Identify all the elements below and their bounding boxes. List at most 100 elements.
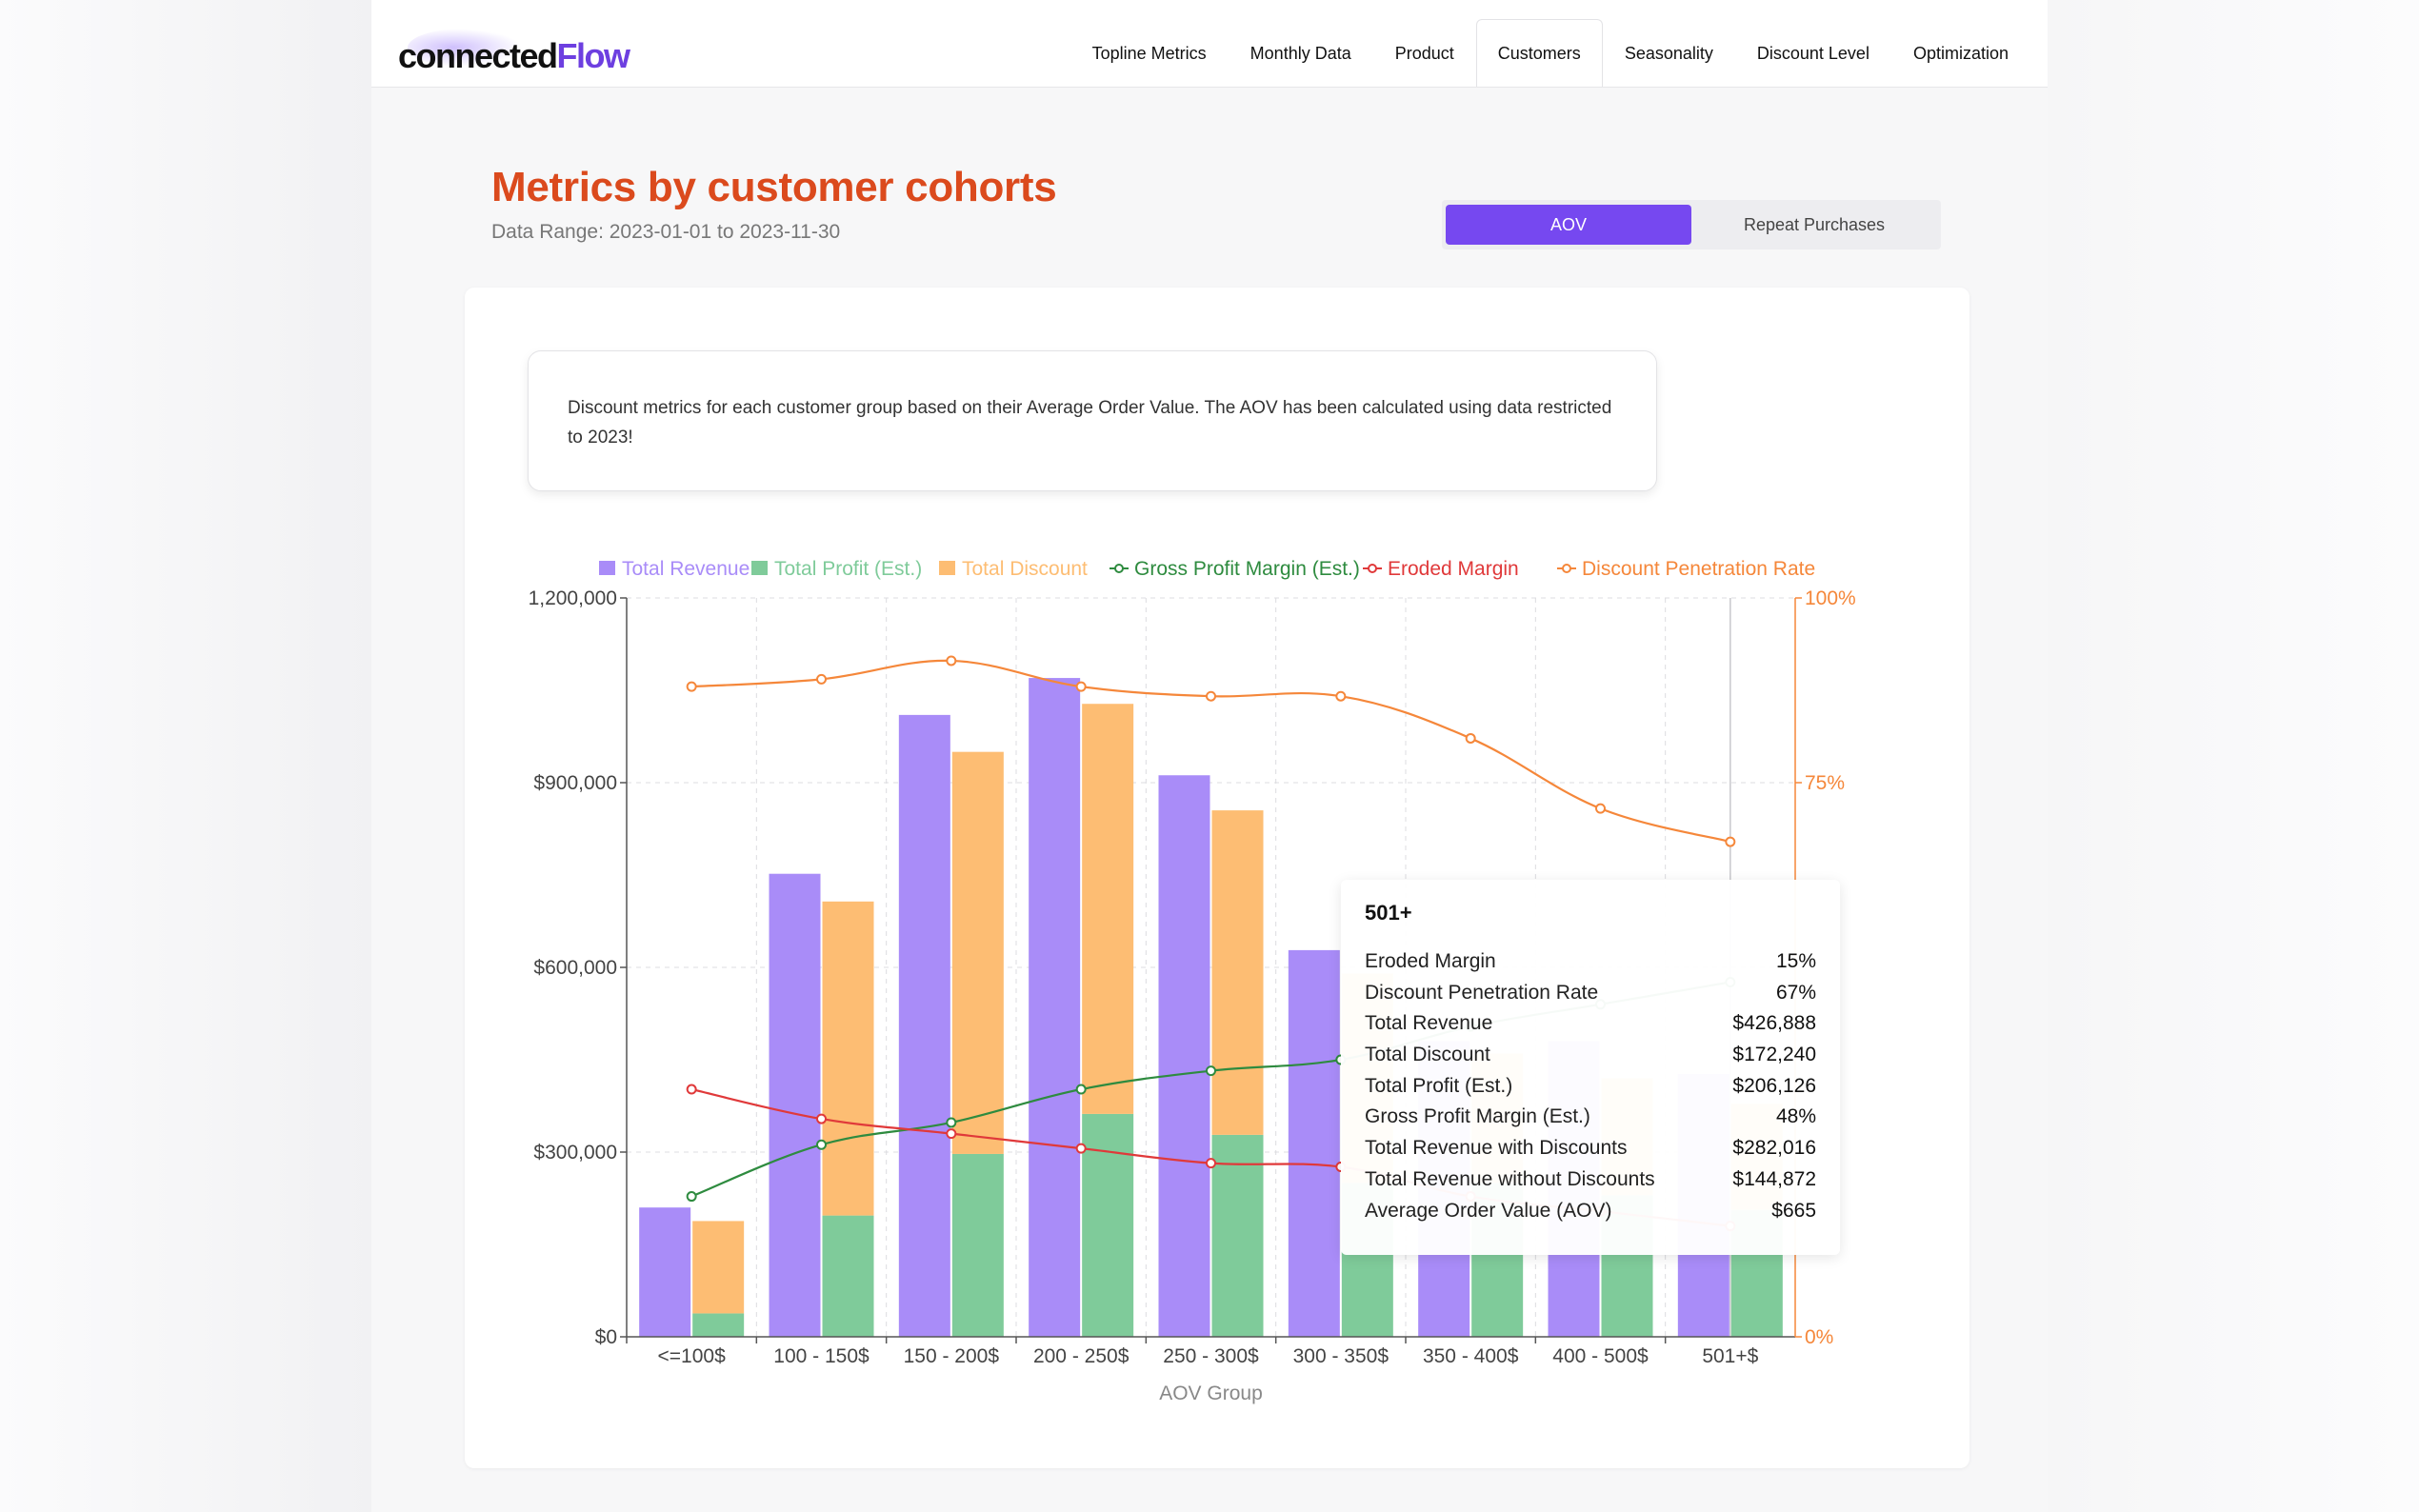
tooltip-row: Gross Profit Margin (Est.) 48%: [1365, 1105, 1816, 1137]
legend-label: Total Discount: [962, 558, 1088, 580]
tooltip-row-value: $206,126: [1732, 1074, 1816, 1097]
tooltip-row: Total Profit (Est.) $206,126: [1365, 1075, 1816, 1106]
line-eroded-margin-point: [1075, 1143, 1087, 1154]
tooltip-row-label: Gross Profit Margin (Est.): [1365, 1105, 1590, 1128]
line-eroded-margin-point: [686, 1084, 697, 1095]
y-left-tick-label: 1,200,000: [529, 587, 617, 609]
line-discount-penetration-rate: [691, 659, 1731, 844]
line-gross-profit-margin-point: [1206, 1065, 1216, 1077]
line-discount-penetration-rate-point: [1206, 690, 1216, 702]
bar-total-discount: [822, 901, 874, 1216]
tooltip-row: Total Revenue $426,888: [1365, 1012, 1816, 1044]
bar-total-revenue: [1158, 775, 1210, 1337]
tab-optimization[interactable]: Optimization: [1912, 44, 2009, 63]
info-note: Discount metrics for each customer group…: [528, 350, 1657, 491]
legend-swatch: [939, 561, 955, 575]
tooltip-row: Total Discount $172,240: [1365, 1044, 1816, 1075]
y-right-tick-label: 75%: [1805, 772, 1845, 794]
line-discount-penetration-rate-point: [1075, 681, 1087, 692]
tab-monthly-data[interactable]: Monthly Data: [1249, 44, 1351, 63]
tooltip-row-value: 48%: [1775, 1105, 1816, 1128]
bar-total-revenue: [1288, 949, 1340, 1337]
top-navigation-bar: connectedFlow Topline Metrics Monthly Da…: [371, 0, 2048, 88]
tab-product[interactable]: Product: [1394, 44, 1454, 63]
data-range: Data Range: 2023-01-01 to 2023-11-30: [491, 221, 841, 243]
line-gross-profit-margin-point: [816, 1139, 827, 1150]
bar-total-discount: [951, 751, 1004, 1154]
x-tick-label: 200 - 250$: [1033, 1345, 1130, 1367]
tooltip-row-value: $144,872: [1732, 1167, 1816, 1190]
toggle-aov-button[interactable]: AOV: [1446, 205, 1691, 245]
tab-seasonality[interactable]: Seasonality: [1624, 44, 1713, 63]
line-eroded-margin-point: [946, 1128, 957, 1140]
legend-swatch: [751, 561, 768, 575]
line-discount-penetration-rate-point: [1335, 690, 1347, 702]
y-left-tick-label: $300,000: [533, 1142, 617, 1164]
bar-total-discount: [1082, 704, 1134, 1114]
x-tick-label: 400 - 500$: [1552, 1345, 1649, 1367]
tooltip-row: Total Revenue without Discounts $144,872: [1365, 1168, 1816, 1200]
x-tick-label: 150 - 200$: [904, 1345, 1000, 1367]
line-gross-profit-margin-point: [1075, 1084, 1087, 1095]
logo-text-part2: Flow: [556, 36, 630, 75]
toggle-repeat-purchases-button[interactable]: Repeat Purchases: [1743, 215, 1886, 234]
background-left: [0, 0, 371, 1512]
tooltip-row-value: $426,888: [1732, 1012, 1816, 1035]
tooltip-row-value: 67%: [1775, 981, 1816, 1004]
legend-marker: [1114, 564, 1124, 573]
line-discount-penetration-rate-point: [686, 681, 697, 692]
legend-label: Eroded Margin: [1388, 558, 1519, 580]
tooltip-rows: Eroded Margin 15% Discount Penetration Ra…: [1365, 950, 1816, 1230]
page-title: Metrics by customer cohorts: [491, 164, 1057, 210]
bar-total-profit: [692, 1313, 745, 1337]
bar-total-revenue: [639, 1207, 691, 1337]
connectedflow-logo[interactable]: connectedFlow: [398, 25, 630, 75]
tooltip-row: Average Order Value (AOV) $665: [1365, 1200, 1816, 1231]
y-left-tick-label: $600,000: [533, 957, 617, 979]
tooltip-row-value: $172,240: [1732, 1044, 1816, 1066]
line-eroded-margin-point: [1206, 1158, 1216, 1169]
bar-total-discount: [692, 1221, 745, 1314]
bar-total-discount: [1211, 810, 1264, 1135]
background-right: [2048, 0, 2419, 1512]
legend-swatch: [599, 561, 615, 575]
y-left-tick-label: $900,000: [533, 772, 617, 794]
bar-total-revenue: [898, 714, 950, 1337]
tooltip-row-value: $282,016: [1732, 1137, 1816, 1160]
legend-label: Gross Profit Margin (Est.): [1134, 558, 1360, 580]
tooltip-title: 501+: [1365, 901, 1412, 925]
legend-label: Discount Penetration Rate: [1582, 558, 1815, 580]
tooltip-row: Eroded Margin 15%: [1365, 950, 1816, 982]
bar-total-profit: [822, 1215, 874, 1337]
bar-total-profit: [1211, 1134, 1264, 1337]
tooltip-row-label: Total Discount: [1365, 1044, 1490, 1066]
tooltip-row-label: Eroded Margin: [1365, 950, 1496, 972]
cohort-toggle: AOV Repeat Purchases: [1442, 200, 1941, 249]
line-discount-penetration-rate-point: [1465, 732, 1476, 744]
legend-label: Total Profit (Est.): [774, 558, 922, 580]
info-note-text: Discount metrics for each customer group…: [568, 398, 1612, 448]
line-eroded-margin-point: [816, 1113, 827, 1124]
x-tick-label: <=100$: [658, 1345, 727, 1367]
tooltip-row-value: 15%: [1775, 950, 1816, 972]
main-nav: Topline Metrics Monthly Data Product Cus…: [1070, 19, 2030, 87]
tooltip-row-value: $665: [1771, 1199, 1816, 1222]
x-tick-label: 100 - 150$: [773, 1345, 870, 1367]
line-gross-profit-margin-point: [946, 1117, 957, 1128]
line-gross-profit-margin-point: [686, 1191, 697, 1203]
tab-customers[interactable]: Customers: [1475, 19, 1603, 87]
line-discount-penetration-rate-point: [816, 673, 827, 685]
bar-total-revenue: [769, 873, 821, 1337]
tab-discount-level[interactable]: Discount Level: [1756, 44, 1869, 63]
x-tick-label: 501+$: [1702, 1345, 1758, 1367]
tooltip-row-label: Discount Penetration Rate: [1365, 981, 1599, 1004]
bar-total-revenue: [1029, 678, 1081, 1337]
legend-marker: [1368, 564, 1377, 573]
x-axis-label: AOV Group: [1159, 1383, 1263, 1404]
legend-marker: [1562, 564, 1571, 573]
tooltip-row-label: Total Revenue without Discounts: [1365, 1167, 1655, 1190]
line-discount-penetration-rate-point: [1595, 803, 1606, 814]
tab-topline-metrics[interactable]: Topline Metrics: [1091, 44, 1207, 63]
legend-label: Total Revenue: [622, 558, 750, 580]
